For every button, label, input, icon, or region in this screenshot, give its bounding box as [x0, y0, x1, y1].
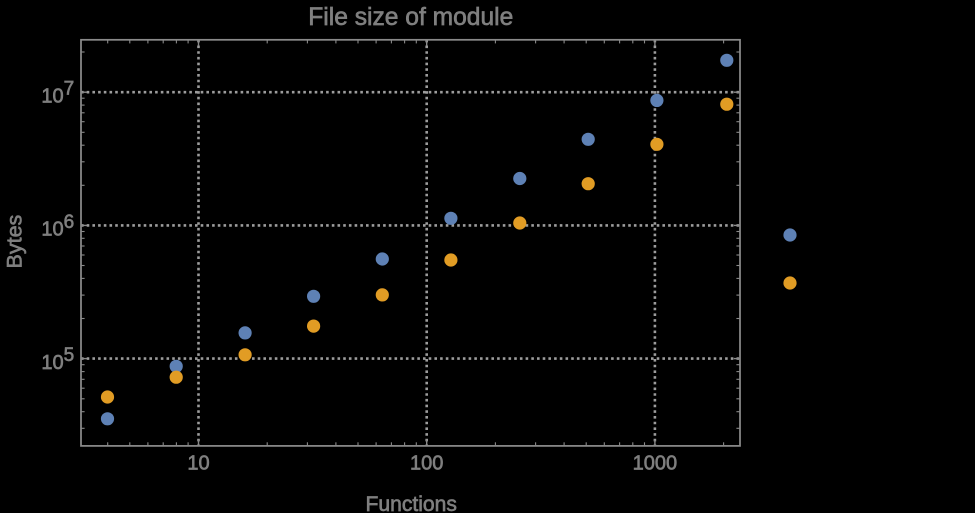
svg-text:Functions: Functions	[365, 493, 456, 513]
svg-text:File size of module: File size of module	[308, 4, 513, 31]
svg-text:6: 6	[64, 212, 75, 233]
svg-text:1000: 1000	[633, 453, 678, 475]
svg-text:5: 5	[64, 345, 75, 366]
svg-text:10: 10	[187, 453, 209, 475]
svg-text:Bytes: Bytes	[3, 215, 27, 269]
svg-text:10: 10	[41, 86, 63, 108]
svg-text:10: 10	[41, 219, 63, 241]
svg-text:10: 10	[41, 352, 63, 374]
svg-text:100: 100	[410, 453, 443, 475]
svg-text:7: 7	[64, 79, 75, 100]
